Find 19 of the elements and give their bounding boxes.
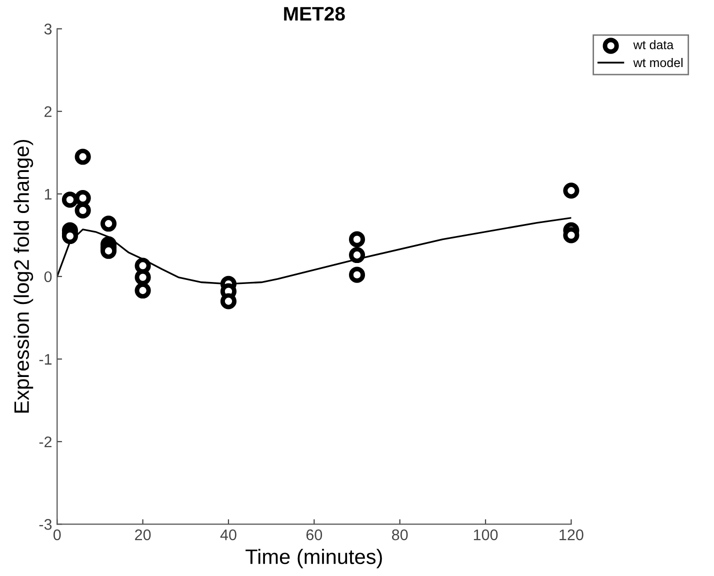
- x-tick-label: 20: [135, 529, 151, 540]
- x-axis-title: Time (minutes): [246, 548, 382, 568]
- x-tick-label: 40: [220, 529, 236, 540]
- y-tick-label: 1: [44, 188, 52, 200]
- y-tick-label: -2: [39, 436, 52, 448]
- y-tick-label: -3: [39, 519, 52, 530]
- chart-title: MET28: [284, 6, 345, 21]
- legend-label: wt data: [633, 40, 674, 50]
- y-axis-title: Expression (log2 fold change): [14, 140, 34, 413]
- x-tick-label: 120: [560, 529, 584, 540]
- x-tick-label: 60: [306, 529, 322, 540]
- legend-label: wt model: [633, 58, 682, 68]
- x-tick-label: 0: [53, 529, 61, 540]
- y-tick-label: 3: [44, 24, 52, 34]
- x-tick-label: 100: [474, 529, 498, 540]
- y-tick-label: 2: [44, 106, 52, 117]
- x-tick-label: 80: [392, 529, 408, 540]
- y-tick-label: -1: [39, 354, 52, 365]
- y-tick-label: 0: [44, 271, 52, 282]
